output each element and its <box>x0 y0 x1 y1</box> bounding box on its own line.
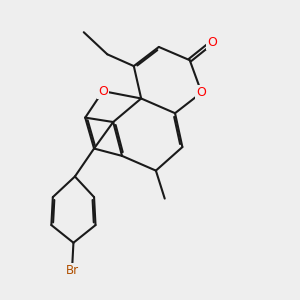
Text: O: O <box>98 85 108 98</box>
Text: O: O <box>207 36 217 49</box>
Text: O: O <box>196 86 206 99</box>
Text: Br: Br <box>65 264 79 277</box>
